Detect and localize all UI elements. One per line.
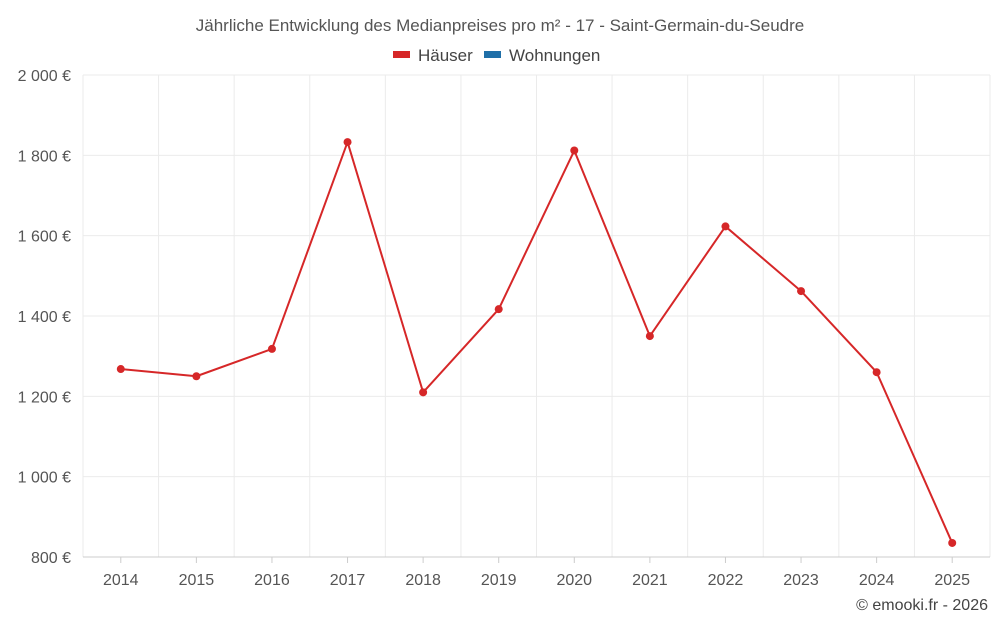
data-point[interactable] bbox=[645, 332, 654, 341]
data-point[interactable] bbox=[267, 344, 276, 353]
y-tick-label: 1 000 € bbox=[18, 470, 71, 487]
data-point[interactable] bbox=[343, 138, 352, 147]
x-tick-label: 2014 bbox=[103, 572, 139, 589]
credit-text: © emooki.fr - 2026 bbox=[856, 597, 988, 614]
data-point[interactable] bbox=[948, 538, 957, 547]
chart-title: Jährliche Entwicklung des Medianpreises … bbox=[196, 16, 805, 35]
x-tick-label: 2025 bbox=[934, 572, 970, 589]
data-point[interactable] bbox=[494, 305, 503, 314]
grid bbox=[82, 74, 991, 558]
legend: Häuser Wohnungen bbox=[393, 46, 600, 65]
data-point[interactable] bbox=[570, 146, 579, 155]
x-tick-label: 2021 bbox=[632, 572, 668, 589]
data-point[interactable] bbox=[192, 372, 201, 381]
x-tick-label: 2017 bbox=[330, 572, 366, 589]
x-tick-label: 2020 bbox=[556, 572, 592, 589]
x-tick-label: 2019 bbox=[481, 572, 517, 589]
data-point[interactable] bbox=[721, 222, 730, 231]
data-point[interactable] bbox=[872, 368, 881, 377]
data-point[interactable] bbox=[116, 365, 125, 374]
legend-swatch-wohnungen bbox=[484, 51, 501, 58]
x-axis-ticks: 2014 2015 2016 2017 2018 2019 2020 2021 2022 2023… bbox=[103, 557, 970, 589]
y-axis-ticks: 800 € 1 000 € 1 200 € 1 400 € 1 600 € 1 800 €… bbox=[18, 68, 71, 567]
y-tick-label: 1 800 € bbox=[18, 148, 71, 165]
series-line-0 bbox=[120, 141, 954, 544]
legend-label-haeuser: Häuser bbox=[418, 46, 473, 65]
x-tick-label: 2015 bbox=[179, 572, 215, 589]
series-group bbox=[116, 138, 957, 547]
x-tick-label: 2016 bbox=[254, 572, 290, 589]
y-tick-label: 2 000 € bbox=[18, 68, 71, 85]
y-tick-label: 800 € bbox=[31, 550, 71, 567]
y-tick-label: 1 200 € bbox=[18, 389, 71, 406]
x-tick-label: 2018 bbox=[405, 572, 441, 589]
x-tick-label: 2023 bbox=[783, 572, 819, 589]
y-tick-label: 1 600 € bbox=[18, 229, 71, 246]
legend-label-wohnungen: Wohnungen bbox=[509, 46, 600, 65]
legend-swatch-haeuser bbox=[393, 51, 410, 58]
data-point[interactable] bbox=[419, 388, 428, 397]
x-tick-label: 2024 bbox=[859, 572, 895, 589]
data-point[interactable] bbox=[797, 287, 806, 296]
x-tick-label: 2022 bbox=[708, 572, 744, 589]
y-tick-label: 1 400 € bbox=[18, 309, 71, 326]
